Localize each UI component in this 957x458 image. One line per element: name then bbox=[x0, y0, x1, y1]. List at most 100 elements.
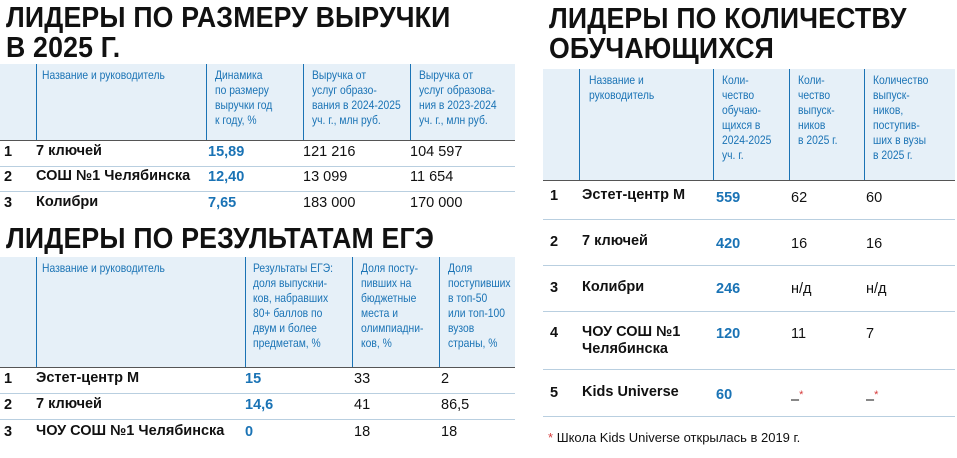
students-header-admitted: Количество выпуск- ников, поступив- ших … bbox=[873, 73, 929, 162]
revenue-row-2-rank: 2 bbox=[4, 169, 13, 185]
ege-header-bottom-rule bbox=[0, 367, 515, 368]
ege-row-3-rank: 3 bbox=[4, 424, 13, 440]
students-title-line2: ОБУЧАЮЩИХСЯ bbox=[549, 33, 775, 65]
ege-row-2-name: 7 ключей bbox=[36, 396, 102, 412]
ege-row-1-top: 2 bbox=[441, 371, 450, 387]
students-row-divider bbox=[543, 265, 955, 266]
ege-row-3-result: 0 bbox=[245, 424, 254, 440]
students-row-divider bbox=[543, 219, 955, 220]
ege-header-name: Название и руководитель bbox=[42, 261, 165, 275]
revenue-row-3-rank: 3 bbox=[4, 195, 13, 211]
revenue-row-2-dynamics: 12,40 bbox=[208, 169, 245, 185]
revenue-header-divider-1 bbox=[36, 64, 37, 140]
ege-header-divider-3 bbox=[352, 257, 353, 367]
revenue-row-divider bbox=[0, 191, 515, 192]
students-row-3-admitted: н/д bbox=[866, 281, 887, 297]
students-header-students: Коли- чество обучаю- щихся в 2024-2025 у… bbox=[722, 73, 772, 162]
ege-row-1-name: Эстет-центр М bbox=[36, 370, 140, 386]
students-row-3-name: Колибри bbox=[582, 279, 645, 295]
revenue-row-3-dynamics: 7,65 bbox=[208, 195, 237, 211]
students-header-divider-2 bbox=[713, 69, 714, 180]
revenue-row-3-name: Колибри bbox=[36, 194, 99, 210]
ege-header-divider-2 bbox=[245, 257, 246, 367]
students-header-graduates: Коли- чество выпуск- ников в 2025 г. bbox=[798, 73, 838, 147]
ege-row-3-name: ЧОУ СОШ №1 Челябинска bbox=[36, 423, 225, 439]
students-header-divider-1 bbox=[579, 69, 580, 180]
students-row-2-graduates: 16 bbox=[791, 236, 808, 252]
students-row-5-graduates-footnote-mark: * bbox=[799, 389, 804, 401]
revenue-header-background bbox=[0, 64, 515, 140]
students-row-4-name: ЧОУ СОШ №1 Челябинска bbox=[582, 324, 681, 357]
revenue-header-bottom-rule bbox=[0, 140, 515, 141]
ege-header-divider-1 bbox=[36, 257, 37, 367]
students-header-bottom-rule bbox=[543, 180, 955, 181]
students-row-5-graduates: –* bbox=[791, 386, 803, 409]
students-header-divider-3 bbox=[789, 69, 790, 180]
revenue-row-3-rev2024: 170 000 bbox=[410, 195, 463, 211]
ege-row-divider bbox=[0, 419, 515, 420]
ege-header-background bbox=[0, 257, 515, 367]
revenue-header-name: Название и руководитель bbox=[42, 68, 165, 82]
footnote-text: Школа Kids Universe открылась в 2019 г. bbox=[556, 430, 801, 445]
students-row-3-rank: 3 bbox=[550, 280, 559, 296]
students-row-1-name: Эстет-центр М bbox=[582, 187, 686, 203]
students-row-4-rank: 4 bbox=[550, 325, 559, 341]
students-row-5-admitted-footnote-mark: * bbox=[874, 389, 879, 401]
ege-row-2-budget: 41 bbox=[354, 397, 371, 413]
revenue-row-1-dynamics: 15,89 bbox=[208, 144, 245, 160]
students-row-1-rank: 1 bbox=[550, 188, 559, 204]
revenue-title-line2: В 2025 Г. bbox=[6, 32, 121, 64]
revenue-header-dynamics: Динамика по размеру выручки год к году, … bbox=[215, 68, 273, 127]
ege-row-2-rank: 2 bbox=[4, 397, 13, 413]
students-row-divider bbox=[543, 369, 955, 370]
students-row-1-graduates: 62 bbox=[791, 190, 808, 206]
students-title-line1: ЛИДЕРЫ ПО КОЛИЧЕСТВУ bbox=[549, 3, 907, 35]
revenue-row-1-rank: 1 bbox=[4, 144, 13, 160]
students-row-5-students: 60 bbox=[716, 387, 733, 403]
students-row-3-graduates: н/д bbox=[791, 281, 812, 297]
ege-row-3-budget: 18 bbox=[354, 424, 371, 440]
ege-row-2-result: 14,6 bbox=[245, 397, 274, 413]
students-row-2-students: 420 bbox=[716, 236, 741, 252]
students-row-2-rank: 2 bbox=[550, 234, 559, 250]
students-footnote: * Школа Kids Universe открылась в 2019 г… bbox=[548, 430, 800, 446]
students-row-2-admitted: 16 bbox=[866, 236, 883, 252]
students-row-5-rank: 5 bbox=[550, 385, 559, 401]
revenue-row-2-rev2024: 11 654 bbox=[410, 169, 454, 185]
revenue-row-1-rev2024: 104 597 bbox=[410, 144, 463, 160]
ege-row-1-result: 15 bbox=[245, 371, 262, 387]
ege-row-1-rank: 1 bbox=[4, 371, 13, 387]
students-header-name: Название и руководитель bbox=[589, 73, 655, 102]
ege-title: ЛИДЕРЫ ПО РЕЗУЛЬТАТАМ ЕГЭ bbox=[6, 223, 435, 255]
ege-row-3-top: 18 bbox=[441, 424, 458, 440]
students-row-4-students: 120 bbox=[716, 326, 741, 342]
revenue-row-1-rev2025: 121 216 bbox=[303, 144, 356, 160]
revenue-header-divider-3 bbox=[303, 64, 304, 140]
students-row-3-students: 246 bbox=[716, 281, 741, 297]
students-row-5-admitted: –* bbox=[866, 386, 878, 409]
footnote-mark: * bbox=[548, 430, 554, 445]
revenue-header-rev2025: Выручка от услуг образо- вания в 2024-20… bbox=[312, 68, 401, 127]
students-row-divider bbox=[543, 416, 955, 417]
students-row-divider bbox=[543, 311, 955, 312]
students-row-4-graduates: 11 bbox=[791, 326, 807, 342]
revenue-row-divider bbox=[0, 166, 515, 167]
ege-row-divider bbox=[0, 393, 515, 394]
revenue-row-2-name: СОШ №1 Челябинска bbox=[36, 168, 191, 184]
students-header-background bbox=[543, 69, 955, 180]
revenue-header-rev2024: Выручка от услуг образова- ния в 2023-20… bbox=[419, 68, 497, 127]
ege-header-result: Результаты ЕГЭ: доля выпускни- ков, набр… bbox=[253, 261, 333, 350]
students-row-1-admitted: 60 bbox=[866, 190, 883, 206]
students-row-4-admitted: 7 bbox=[866, 326, 875, 342]
students-row-5-name: Kids Universe bbox=[582, 384, 679, 400]
ege-header-budget: Доля посту- пивших на бюджетные места и … bbox=[361, 261, 424, 350]
revenue-header-divider-2 bbox=[206, 64, 207, 140]
revenue-row-2-rev2025: 13 099 bbox=[303, 169, 348, 185]
students-row-5-admitted-dash: – bbox=[866, 391, 875, 408]
revenue-title-line1: ЛИДЕРЫ ПО РАЗМЕРУ ВЫРУЧКИ bbox=[6, 2, 451, 34]
ege-row-1-budget: 33 bbox=[354, 371, 371, 387]
students-row-2-name: 7 ключей bbox=[582, 233, 648, 249]
revenue-header-divider-4 bbox=[410, 64, 411, 140]
revenue-row-3-rev2025: 183 000 bbox=[303, 195, 356, 211]
students-header-divider-4 bbox=[864, 69, 865, 180]
